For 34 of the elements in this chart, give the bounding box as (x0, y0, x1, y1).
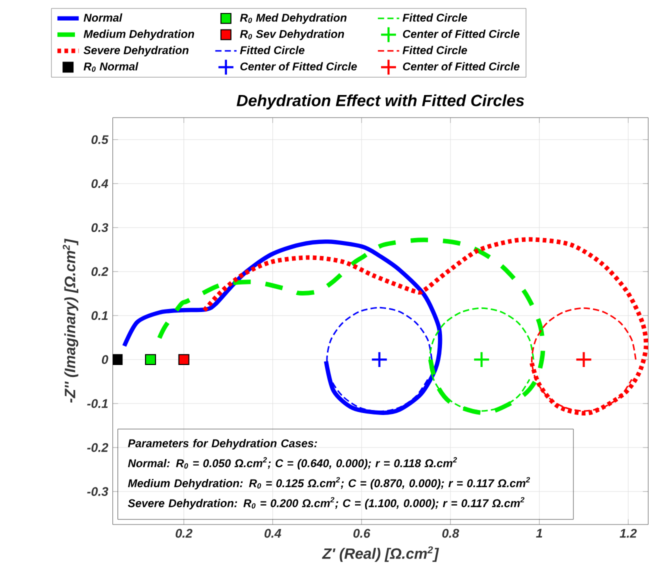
x-tick-label: 0.4 (264, 528, 282, 538)
y-tick-label: 0.5 (92, 134, 108, 144)
y-tick-label: 0.2 (92, 266, 108, 276)
annotation: Normal: R$_{0}$ = 0.050 Ω.cm$^{2}$; C = (0.640, 0.000); r = 0.118 Ω.cm$^{2}$ (128, 456, 457, 470)
x-tick-label: 0.6 (353, 528, 370, 538)
legend-label: R$_{0}$ Med Dehydration (240, 13, 346, 24)
x-tick-label: 1 (536, 528, 542, 538)
legend-label: Fitted Circle (240, 46, 304, 54)
legend-label: R$_{0}$ Sev Dehydration (240, 29, 344, 40)
chart-title: Dehydration Effect with Fitted Circles (236, 94, 524, 110)
annotation: Parameters for Dehydration Cases: (128, 438, 317, 450)
legend-label: Fitted Circle (402, 46, 468, 54)
y-tick-label: -0.2 (87, 442, 108, 452)
y-tick-label: 0.3 (92, 222, 108, 232)
x-tick-label: 0.8 (442, 528, 460, 538)
legend-label: Fitted Circle (402, 13, 468, 22)
y-tick-label: 0.1 (92, 310, 108, 320)
legend-label: Medium Dehydration (84, 29, 194, 40)
legend-label: R$_{0}$ Normal (84, 62, 138, 72)
legend-label: Severe Dehydration (84, 46, 188, 56)
y-tick-label: -0.1 (87, 398, 108, 408)
x-tick-label: 0.2 (176, 528, 192, 538)
annotation: Medium Dehydration: R$_{0}$ = 0.125 Ω.cm$^{2}$; C = (0.870, 0.000); r = 0.117 Ω.cm$^{2}$ (128, 476, 530, 490)
x-axis-title: Z' (Real) [Ω.cm$^{2}$] (322, 546, 440, 562)
x-tick-label: 1.2 (620, 528, 637, 538)
legend-label: Center of Fitted Circle (240, 62, 357, 70)
y-tick-label: 0 (102, 354, 108, 364)
annotation: Severe Dehydration: R$_{0}$ = 0.200 Ω.cm$^{2}$; C = (1.100, 0.000); r = 0.117 Ω.cm$^{2}$ (128, 496, 524, 510)
legend-label: Center of Fitted Circle (402, 62, 520, 70)
y-tick-label: 0.4 (92, 178, 108, 188)
y-axis-title: -Z'' (Imaginary) [Ω.cm$^{2}$] (62, 238, 78, 402)
legend-label: Center of Fitted Circle (402, 29, 520, 38)
y-tick-label: -0.3 (87, 486, 108, 496)
legend-label: Normal (84, 13, 122, 22)
